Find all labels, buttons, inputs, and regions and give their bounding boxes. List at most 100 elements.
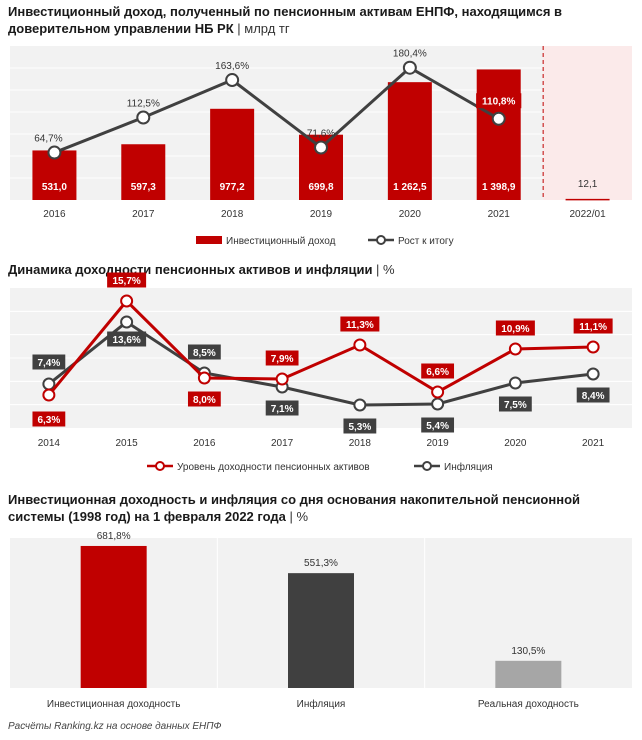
return-marker [353, 338, 367, 352]
x-tick-label: Инвестиционная доходность [47, 699, 181, 710]
x-tick-label: 2020 [504, 438, 527, 449]
x-tick-label: 2015 [116, 438, 139, 449]
inflation-value-label: 5,4% [426, 421, 449, 432]
return-value-label: 6,6% [426, 367, 449, 378]
x-tick-label: 2016 [193, 438, 216, 449]
bar [495, 660, 562, 688]
bar-value-label: 597,3 [131, 182, 156, 193]
growth-marker [402, 60, 417, 75]
return-marker [42, 388, 56, 402]
inflation-value-label: 13,6% [112, 335, 140, 346]
bar-value-label: 681,8% [97, 531, 131, 542]
growth-value-label: 180,4% [393, 49, 427, 60]
return-value-label-bg [265, 350, 299, 366]
inflation-value-label: 7,4% [37, 358, 60, 369]
bar [210, 108, 255, 200]
growth-marker [47, 145, 62, 160]
inflation-marker [586, 367, 600, 381]
return-line [47, 298, 594, 396]
x-tick-label: 2021 [582, 438, 605, 449]
growth-line [53, 65, 500, 154]
inflation-marker [508, 376, 522, 390]
inflation-value-label-bg [576, 387, 610, 403]
growth-value-label: 112,5% [127, 99, 160, 110]
x-tick-label: Реальная доходность [478, 699, 579, 710]
bar [288, 573, 354, 688]
inflation-value-label: 5,3% [348, 422, 371, 433]
forecast-shade [543, 46, 632, 200]
x-tick-label: 2018 [349, 438, 372, 449]
x-tick-label: 2016 [43, 209, 66, 220]
return-value-label: 11,1% [579, 322, 607, 333]
cumulative-chart-title-unit: | % [285, 509, 309, 524]
legend-marker-inflation [422, 461, 432, 471]
return-value-label: 7,9% [271, 354, 294, 365]
bar-value-label: 130,5% [511, 646, 545, 657]
legend-marker-growth [376, 235, 386, 245]
dynamics-chart-title-main: Динамика доходности пенсионных активов и… [8, 262, 373, 277]
dynamics-chart-title: Динамика доходности пенсионных активов и… [8, 261, 395, 278]
return-value-label: 8,0% [193, 395, 216, 406]
return-value-label-bg [340, 316, 380, 332]
legend-marker-return [155, 461, 165, 471]
x-tick-label: 2018 [221, 209, 244, 220]
inflation-value-label-bg [32, 354, 66, 370]
inflation-marker [353, 398, 367, 412]
bar-value-label: 1 262,5 [393, 182, 427, 193]
return-value-label: 6,3% [37, 415, 60, 426]
bar-value-label: 699,8 [308, 182, 333, 193]
return-value-label: 11,3% [346, 320, 374, 331]
inflation-value-label: 8,4% [582, 391, 605, 402]
growth-marker [225, 73, 240, 88]
bar-value-label: 977,2 [220, 182, 245, 193]
inflation-value-label-bg [265, 400, 299, 416]
growth-marker [314, 140, 328, 155]
legend-label-income: Инвестиционный доход [226, 236, 336, 247]
return-value-label-bg [32, 411, 66, 427]
growth-value-label: 71,6% [307, 128, 335, 139]
return-marker [508, 342, 522, 356]
return-value-label: 10,9% [501, 324, 529, 335]
growth-value-label: 64,7% [34, 134, 62, 145]
bar-value-label: 531,0 [42, 182, 67, 193]
inflation-value-label: 7,1% [271, 404, 294, 415]
legend-label-growth: Рост к итогу [398, 236, 454, 247]
x-tick-label: 2021 [488, 209, 511, 220]
bar [121, 144, 166, 200]
inflation-value-label-bg [343, 418, 377, 434]
return-marker [431, 385, 445, 399]
growth-value-label: 163,6% [215, 61, 249, 72]
x-tick-label: 2019 [427, 438, 450, 449]
inflation-value-label-bg [498, 396, 532, 412]
bar-value-label: 1 398,9 [482, 182, 516, 193]
x-tick-label: 2022/01 [569, 209, 606, 220]
return-marker [275, 372, 289, 386]
bar-value-label: 551,3% [304, 558, 338, 569]
income-chart-title: Инвестиционный доход, полученный по пенс… [8, 3, 568, 37]
cumulative-chart-title-main: Инвестиционная доходность и инфляция со … [8, 492, 581, 524]
inflation-value-label-bg [107, 331, 147, 347]
bar [387, 82, 432, 200]
inflation-value-label-bg [187, 344, 221, 360]
bar [565, 198, 610, 201]
x-tick-label: 2017 [271, 438, 294, 449]
growth-marker [491, 111, 506, 126]
x-tick-label: 2014 [38, 438, 61, 449]
return-value-label-bg [187, 391, 221, 407]
bar [476, 69, 521, 200]
legend-label-return: Уровень доходности пенсионных активов [177, 462, 370, 473]
x-tick-label: Инфляция [297, 698, 346, 710]
x-tick-label: 2017 [132, 209, 155, 220]
inflation-value-label: 8,5% [193, 348, 216, 359]
inflation-value-label-bg [421, 417, 455, 433]
return-value-label-bg [107, 272, 147, 288]
income-chart-title-unit: | млрд тг [233, 21, 290, 36]
growth-value-label: 110,8% [482, 97, 515, 108]
return-marker [586, 340, 600, 354]
return-value-label-bg [573, 318, 613, 334]
inflation-value-label: 7,5% [504, 400, 527, 411]
legend-swatch-income [196, 236, 222, 244]
